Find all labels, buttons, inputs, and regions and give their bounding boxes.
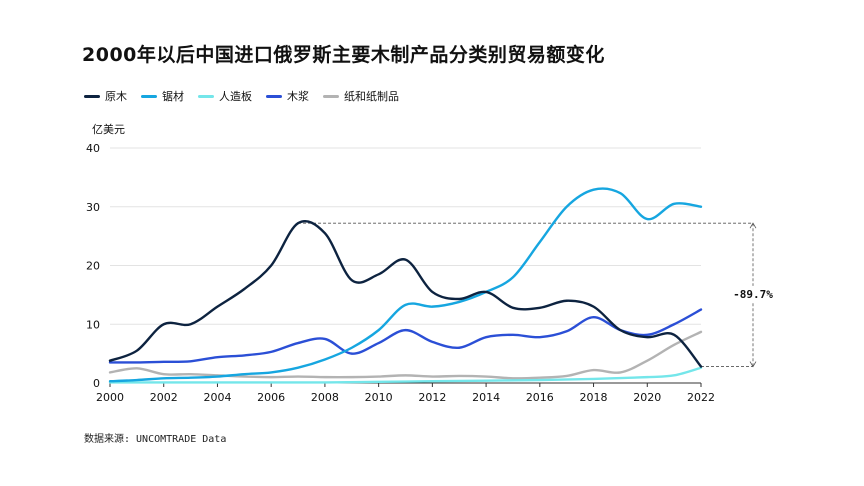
annotation-label-bg xyxy=(727,285,779,302)
y-tick-label: 30 xyxy=(86,201,100,214)
x-axis-ticks: 2000 2002 2004 2006 2008 2010 2012 2014 2016 2018… xyxy=(96,383,715,404)
x-tick-label: 2010 xyxy=(365,391,393,404)
legend-swatch-panels xyxy=(198,94,214,98)
legend-swatch-paper xyxy=(323,94,339,98)
legend-swatch-sawn-timber xyxy=(141,94,157,98)
x-tick-label: 2000 xyxy=(96,391,124,404)
series-line-1 xyxy=(108,187,703,383)
x-tick-label: 2016 xyxy=(526,391,554,404)
legend-label-pulp: 木浆 xyxy=(287,90,309,103)
y-tick-label: 0 xyxy=(93,377,100,390)
data-source: 数据来源: UNCOMTRADE Data xyxy=(84,434,227,445)
legend-swatch-logs xyxy=(84,94,100,98)
legend-item-sawn-timber: 锯材 xyxy=(141,88,184,104)
y-axis-unit: 亿美元 xyxy=(92,123,125,136)
y-tick-label: 40 xyxy=(86,142,100,155)
x-tick-label: 2002 xyxy=(150,391,178,404)
legend-label-paper: 纸和纸制品 xyxy=(344,90,399,103)
chart-title: 2000年以后中国进口俄罗斯主要木制产品分类别贸易额变化 xyxy=(82,44,605,66)
gridlines xyxy=(110,147,701,384)
annotation-arrow-down xyxy=(749,361,757,368)
annotation-arrow-up xyxy=(749,222,757,229)
y-axis-ticks: 0 10 20 30 40 xyxy=(86,142,100,390)
legend-label-panels: 人造板 xyxy=(219,90,252,103)
y-tick-label: 20 xyxy=(86,260,100,273)
series-line-3 xyxy=(108,308,703,364)
series-line-2 xyxy=(108,366,703,384)
x-tick-label: 2022 xyxy=(687,391,715,404)
x-tick-label: 2008 xyxy=(311,391,339,404)
x-tick-label: 2014 xyxy=(472,391,500,404)
annotation-label: -89.7% xyxy=(733,288,773,301)
legend-item-paper: 纸和纸制品 xyxy=(323,88,399,104)
change-annotation: -89.7% xyxy=(298,222,779,368)
x-tick-label: 2020 xyxy=(633,391,661,404)
x-tick-label: 2018 xyxy=(580,391,608,404)
legend-item-logs: 原木 xyxy=(84,88,127,104)
series-lines xyxy=(108,187,703,384)
x-tick-label: 2004 xyxy=(203,391,231,404)
series-line-0 xyxy=(108,219,703,368)
legend-label-sawn-timber: 锯材 xyxy=(162,90,184,103)
legend-swatch-pulp xyxy=(266,94,282,98)
legend-item-pulp: 木浆 xyxy=(266,88,309,104)
legend: 原木 锯材 人造板 木浆 纸和纸制品 xyxy=(84,88,413,104)
x-tick-label: 2006 xyxy=(257,391,285,404)
series-line-4 xyxy=(108,330,703,380)
legend-label-logs: 原木 xyxy=(105,90,127,103)
y-tick-label: 10 xyxy=(86,318,100,331)
x-tick-label: 2012 xyxy=(418,391,446,404)
legend-item-panels: 人造板 xyxy=(198,88,252,104)
